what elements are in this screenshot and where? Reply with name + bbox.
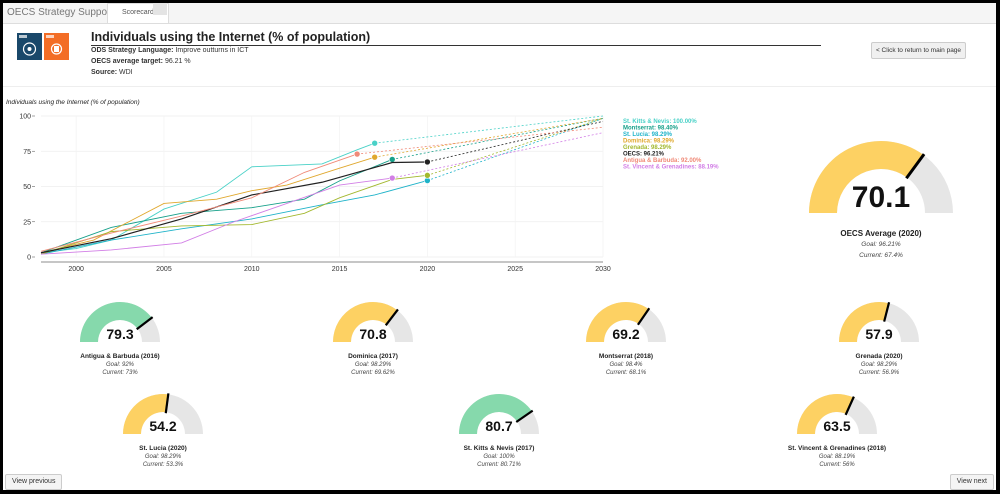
- page: OECS Strategy Support Scorecard Individu…: [3, 3, 996, 490]
- series-line: [40, 153, 358, 252]
- gauge-name: St. Vincent & Grenadines (2018): [787, 445, 887, 452]
- y-tick-label: 0: [27, 255, 31, 262]
- sdg-logo-icon: [17, 33, 69, 60]
- y-tick-label: 75: [23, 149, 31, 156]
- gauge-goal: Goal: 92%: [105, 362, 135, 368]
- gauge-marker: [164, 393, 170, 414]
- source-line: Source: WDI: [91, 69, 133, 76]
- x-tick-label: 2015: [332, 266, 348, 273]
- series-target-label: Antigua & Barbuda: 92.00%: [623, 158, 702, 164]
- x-tick-label: 2005: [156, 266, 172, 273]
- target-label: OECS average target:: [91, 58, 163, 65]
- target-value: 96.21 %: [164, 58, 191, 65]
- gauge-current: Current: 68.1%: [605, 370, 647, 376]
- return-to-main-button[interactable]: < Click to return to main page: [871, 42, 966, 59]
- series-line: [40, 174, 428, 255]
- gauge-name: St. Kitts & Nevis (2017): [463, 445, 535, 452]
- gauge-marker: [905, 153, 926, 180]
- gauge-current: Current: 80.71%: [477, 462, 521, 468]
- gauge-current: Current: 56%: [819, 462, 855, 468]
- gauge-goal: Goal: 98.29%: [354, 362, 392, 368]
- y-tick-label: 100: [19, 114, 31, 121]
- internet-usage-line-chart: Individuals using the Internet (% of pop…: [6, 99, 719, 273]
- series-projection: [392, 132, 604, 179]
- gauge-goal: Goal: 100%: [483, 454, 515, 460]
- view-previous-button[interactable]: View previous: [5, 474, 63, 490]
- gauge-goal: Goal: 98.4%: [609, 362, 643, 368]
- y-tick-label: 50: [23, 184, 31, 191]
- series-line: [40, 142, 375, 254]
- series-end-point: [371, 139, 378, 147]
- series-end-point: [388, 174, 396, 182]
- series-end-point: [371, 153, 378, 161]
- source-value: WDI: [119, 69, 133, 76]
- gauge-value: 57.9: [865, 326, 893, 342]
- gauge-current: Current: 56.9%: [858, 370, 900, 376]
- series-projection: [374, 118, 604, 158]
- x-tick-label: 2025: [507, 266, 523, 273]
- series-line: [40, 161, 428, 254]
- gauge-goal: Goal: 88.19%: [818, 454, 856, 460]
- divider: [3, 86, 996, 87]
- gauge-name: St. Lucia (2020): [139, 445, 187, 452]
- gauge-marker: [384, 308, 399, 326]
- series-target-label: Grenada: 98.29%: [623, 145, 672, 151]
- gauge-goal: Goal: 96.21%: [861, 241, 901, 248]
- gauge-value: 63.5: [823, 418, 851, 434]
- series-target-label: St. Lucia: 98.29%: [623, 132, 673, 138]
- gauge-name: Antigua & Barbuda (2016): [80, 353, 160, 360]
- strategy-value: Improve outturns in ICT: [175, 47, 249, 54]
- page-title: Individuals using the Internet (% of pop…: [91, 30, 821, 46]
- source-label: Source:: [91, 69, 118, 76]
- top-navbar: OECS Strategy Support Scorecard: [3, 3, 996, 24]
- gauge-current: Current: 69.62%: [351, 370, 395, 376]
- series-target-label: Montserrat: 98.40%: [623, 126, 679, 132]
- gauge-goal: Goal: 98.29%: [860, 362, 898, 368]
- gauge-name: Dominica (2017): [348, 353, 398, 360]
- gauge-value: 80.7: [485, 418, 513, 434]
- series-line: [40, 180, 428, 255]
- gauge-value: 70.1: [851, 181, 911, 214]
- chart-title: Individuals using the Internet (% of pop…: [6, 99, 140, 106]
- gauge-marker: [844, 396, 855, 416]
- y-tick-label: 25: [23, 219, 31, 226]
- app-title: OECS Strategy Support: [7, 7, 114, 18]
- series-target-label: St. Kitts & Nevis: 100.00%: [623, 119, 697, 125]
- series-line: [40, 159, 393, 254]
- series-target-label: OECS: 96.21%: [623, 152, 665, 158]
- gauge-marker: [883, 301, 891, 322]
- series-end-point: [388, 156, 396, 163]
- series-projection: [357, 126, 604, 155]
- series-end-point: [424, 172, 431, 179]
- gauge-marker: [637, 307, 651, 326]
- tab-placeholder[interactable]: [153, 3, 167, 15]
- gauge-current: Current: 73%: [102, 370, 138, 376]
- x-tick-label: 2020: [420, 266, 436, 273]
- strategy-label: ODS Strategy Language:: [91, 47, 174, 54]
- x-tick-label: 2030: [595, 266, 611, 273]
- gauge-name: Montserrat (2018): [598, 353, 654, 360]
- gauge-value: 69.2: [612, 326, 640, 342]
- target-line: OECS average target: 96.21 %: [91, 58, 191, 65]
- view-next-button[interactable]: View next: [949, 474, 994, 490]
- series-line: [40, 177, 393, 255]
- series-projection: [427, 118, 604, 181]
- series-end-point: [353, 150, 361, 158]
- series-projection: [427, 118, 604, 176]
- gauge-current: Current: 53.3%: [142, 462, 184, 468]
- gauge-current: Current: 67.4%: [859, 252, 903, 259]
- series-target-label: Dominica: 98.29%: [623, 139, 675, 145]
- gauge-value: 54.2: [149, 418, 177, 434]
- gauge-name: OECS Average (2020): [840, 229, 922, 238]
- x-tick-label: 2000: [68, 266, 84, 273]
- gauge-value: 79.3: [106, 326, 134, 342]
- gauge-name: Grenada (2020): [855, 353, 903, 360]
- series-target-label: St. Vincent & Grenadines: 88.19%: [623, 165, 719, 171]
- gauge-value: 70.8: [359, 326, 387, 342]
- strategy-line: ODS Strategy Language: Improve outturns …: [91, 47, 249, 54]
- gauge-goal: Goal: 98.29%: [144, 454, 182, 460]
- series-end-point: [424, 158, 431, 166]
- x-tick-label: 2010: [244, 266, 260, 273]
